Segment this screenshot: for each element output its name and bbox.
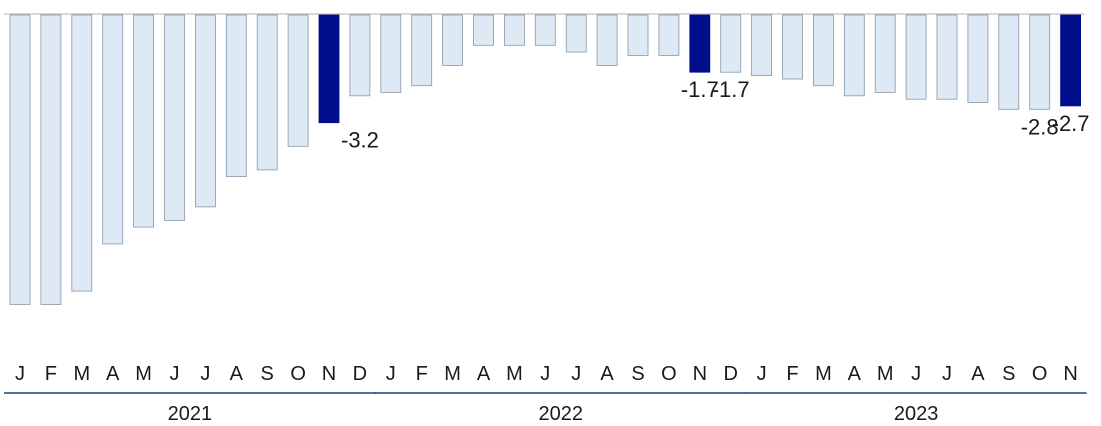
bar-14 [442, 14, 464, 66]
data-label-10: -3.2 [341, 128, 379, 153]
month-tick-label: N [693, 363, 707, 385]
month-tick-label: M [135, 363, 152, 385]
data-label-23: -1.7 [712, 77, 750, 102]
month-tick-label: M [73, 363, 90, 385]
bar-27 [843, 14, 865, 97]
bar-32 [998, 14, 1020, 110]
bar-34 [1060, 14, 1081, 107]
month-tick-label: S [1002, 363, 1015, 385]
month-tick-label: J [911, 363, 921, 385]
bar-13 [411, 14, 433, 87]
bar-30 [936, 14, 958, 100]
month-tick-label: J [571, 363, 581, 385]
bar-20 [627, 14, 649, 56]
bar-2 [71, 14, 93, 292]
month-tick-label: J [942, 363, 952, 385]
month-tick-label: F [416, 363, 428, 385]
month-tick-label: J [540, 363, 550, 385]
year-label-2023: 2023 [894, 403, 939, 425]
year-label-2021: 2021 [168, 403, 213, 425]
bar-9 [287, 14, 309, 147]
month-tick-label: F [45, 363, 57, 385]
year-axis: 2021 2022 2023 [4, 392, 1087, 425]
bar-16 [503, 14, 525, 46]
bar-22 [689, 14, 711, 73]
month-tick-label: M [506, 363, 523, 385]
month-tick-label: O [1032, 363, 1048, 385]
month-tick-label: A [477, 363, 491, 385]
month-tick-label: F [786, 363, 798, 385]
data-labels-group: -3.2 -1.7-1.7 -2.8-2.7 [341, 77, 1090, 153]
bar-12 [380, 14, 402, 93]
bar-18 [565, 14, 587, 53]
month-tick-label: O [661, 363, 677, 385]
bar-10 [318, 14, 340, 124]
month-tick-label: A [600, 363, 614, 385]
month-tick-label: D [723, 363, 737, 385]
bar-21 [658, 14, 680, 56]
month-tick-label: M [877, 363, 894, 385]
month-tick-label: A [106, 363, 120, 385]
month-tick-label: A [971, 363, 985, 385]
bar-19 [596, 14, 618, 66]
month-tick-label: M [444, 363, 461, 385]
bar-23 [720, 14, 742, 73]
month-tick-label: J [15, 363, 25, 385]
month-tick-label: M [815, 363, 832, 385]
bar-29 [905, 14, 927, 100]
bar-6 [194, 14, 216, 208]
bar-7 [225, 14, 247, 178]
month-tick-label: A [230, 363, 244, 385]
bar-5 [164, 14, 185, 221]
month-tick-label: S [261, 363, 274, 385]
bar-33 [1029, 14, 1051, 110]
bar-4 [133, 14, 155, 228]
bar-0 [9, 14, 31, 305]
month-tick-label: O [290, 363, 306, 385]
bar-1 [40, 14, 62, 305]
month-tick-label: J [200, 363, 210, 385]
year-label-2022: 2022 [539, 403, 584, 425]
data-label-34: -2.7 [1052, 111, 1090, 136]
bar-17 [534, 14, 556, 46]
bar-25 [782, 14, 803, 80]
bar-3 [102, 14, 124, 245]
month-tick-label: J [386, 363, 396, 385]
bar-31 [967, 14, 989, 103]
month-tick-label: S [631, 363, 644, 385]
bar-26 [813, 14, 834, 87]
data-label-33: -2.8 [1021, 114, 1059, 139]
month-tick-label: D [353, 363, 367, 385]
month-tick-label: N [1063, 363, 1077, 385]
bar-8 [256, 14, 278, 171]
bars-group [9, 14, 1081, 305]
bar-15 [473, 14, 494, 46]
bar-11 [349, 14, 371, 97]
bar-24 [751, 14, 772, 76]
month-tick-label: A [848, 363, 862, 385]
month-tick-label: J [757, 363, 767, 385]
bar-28 [874, 14, 896, 93]
month-tick-label: N [322, 363, 336, 385]
month-tick-label: J [170, 363, 180, 385]
data-label-22: -1.7 [681, 77, 719, 102]
